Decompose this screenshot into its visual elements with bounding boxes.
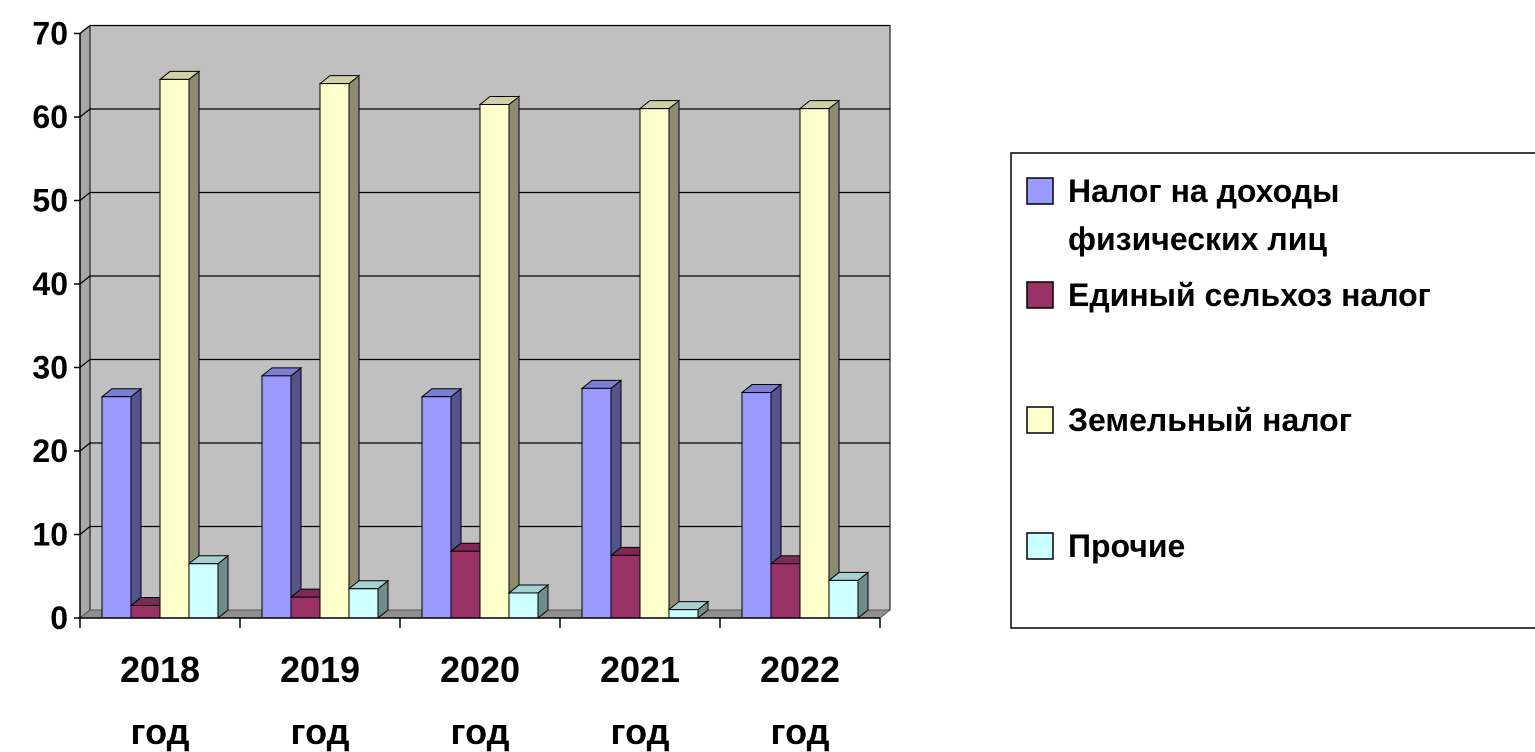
bar xyxy=(188,563,219,619)
gridline-side xyxy=(79,275,91,285)
bar xyxy=(610,554,641,619)
x-tick-label: 2021 xyxy=(600,649,680,690)
legend-swatch xyxy=(1026,532,1054,560)
x-tick-label: 2019 xyxy=(280,649,360,690)
y-tick-label: 0 xyxy=(50,600,68,636)
bar xyxy=(479,103,510,619)
gridline-side xyxy=(79,108,91,118)
x-tick-label: 2022 xyxy=(760,649,840,690)
bar xyxy=(450,550,481,619)
bar-side xyxy=(508,95,520,620)
legend-swatch xyxy=(1026,177,1054,205)
gridline-side xyxy=(79,359,91,368)
y-tick-label: 50 xyxy=(32,183,68,219)
x-tick-label: год xyxy=(611,711,670,752)
gridline-side xyxy=(79,526,91,535)
bar xyxy=(348,588,379,619)
gridline-side xyxy=(79,442,91,452)
bar-side xyxy=(348,74,360,620)
x-tick-label: год xyxy=(771,711,830,752)
bar-side xyxy=(290,366,302,620)
bar xyxy=(508,592,539,619)
bar-side xyxy=(130,387,142,620)
bar xyxy=(290,596,321,619)
bar xyxy=(770,563,801,619)
legend-label: Земельный налог xyxy=(1068,402,1352,438)
bar-side xyxy=(217,554,229,620)
legend-label: Налог на доходы xyxy=(1068,173,1339,209)
axes: 0 10 20 30 40 50 60 70 2018 год 2019 год 2020 год 2021… xyxy=(32,16,881,752)
y-tick-label: 70 xyxy=(32,16,68,52)
bar xyxy=(101,396,132,619)
legend-swatch xyxy=(1026,281,1054,309)
y-tick-label: 20 xyxy=(32,433,68,469)
bar xyxy=(799,108,830,619)
bar xyxy=(668,609,699,619)
gridline-side xyxy=(79,192,91,201)
bar xyxy=(159,78,190,619)
bar xyxy=(639,108,670,619)
legend-box xyxy=(1010,152,1535,629)
bar-side xyxy=(668,99,680,620)
legend-label: физических лиц xyxy=(1068,221,1327,257)
y-tick-label: 60 xyxy=(32,99,68,135)
bar xyxy=(581,387,612,619)
x-tick-label: год xyxy=(291,711,350,752)
bar xyxy=(130,604,161,619)
x-tick-label: 2018 xyxy=(120,649,200,690)
bar-side xyxy=(188,70,200,620)
bar xyxy=(421,396,452,619)
legend: Налог на доходы физических лиц Единый сель… xyxy=(1010,152,1535,629)
bar xyxy=(741,392,772,619)
x-tick-label: год xyxy=(451,711,510,752)
plot-side-wall xyxy=(79,24,91,620)
y-tick-label: 10 xyxy=(32,517,68,553)
bars xyxy=(100,70,870,620)
legend-label: Единый сельхоз налог xyxy=(1068,277,1431,313)
bar-side xyxy=(828,99,840,620)
y-tick-label: 40 xyxy=(32,266,68,302)
bar xyxy=(319,83,350,619)
legend-label: Прочие xyxy=(1068,528,1185,564)
x-tick-label: год xyxy=(131,711,190,752)
bar xyxy=(828,579,859,619)
gridline-side xyxy=(79,25,91,34)
y-tick-label: 30 xyxy=(32,350,68,386)
x-tick-label: 2020 xyxy=(440,649,520,690)
bar xyxy=(261,375,292,619)
legend-swatch xyxy=(1026,406,1054,434)
